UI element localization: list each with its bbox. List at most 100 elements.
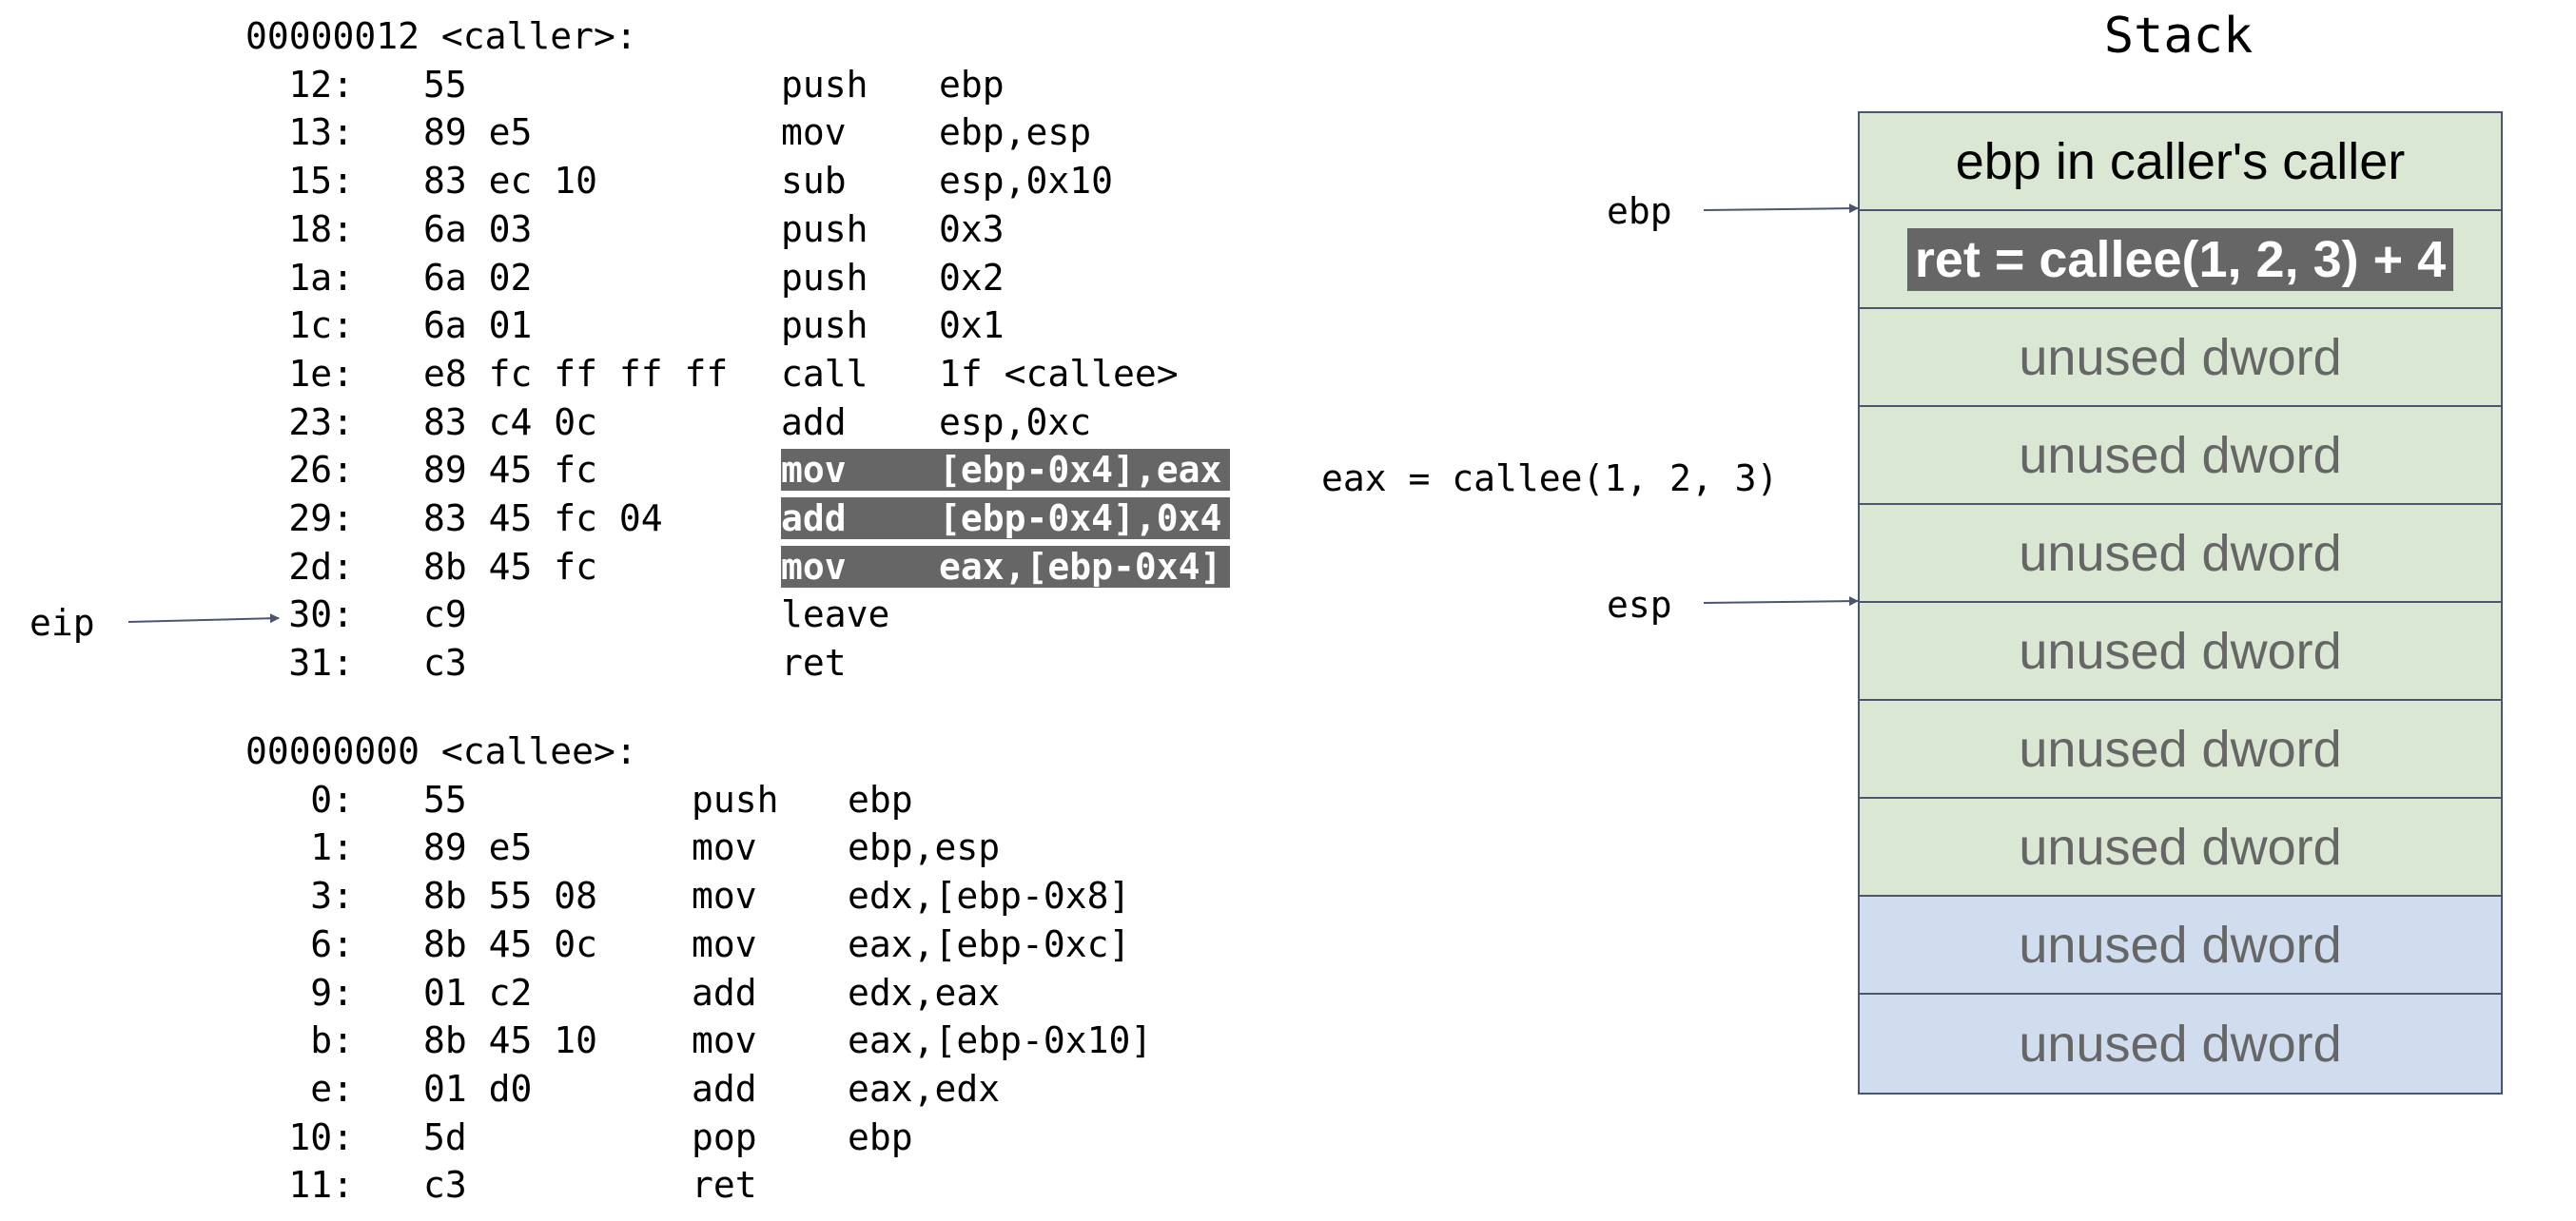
instruction-bytes: 55 — [423, 63, 467, 106]
instruction-address: 10: — [288, 1115, 354, 1158]
instruction-bytes: 6a 02 — [423, 256, 533, 299]
instruction-bytes: 6a 03 — [423, 207, 533, 250]
instruction-bytes: 8b 55 08 — [423, 875, 598, 918]
instruction-operands: ebp — [848, 778, 913, 821]
stack-slot-label: unused dword — [2019, 720, 2342, 778]
instruction-address: 26: — [288, 449, 354, 492]
stack-slot-label: unused dword — [2019, 622, 2342, 680]
stack-slot: unused dword — [1860, 407, 2501, 505]
instruction-operands: eax,[ebp-0xc] — [848, 922, 1131, 965]
instruction-bytes: c3 — [423, 1164, 467, 1207]
function-header: 00000012 <caller>: — [245, 15, 637, 57]
stack-slot: unused dword — [1860, 505, 2501, 603]
instruction-mnemonic: mov — [781, 111, 847, 154]
instruction-mnemonic: push — [781, 63, 868, 106]
instruction-bytes: 5d — [423, 1115, 467, 1158]
instruction-bytes: 01 d0 — [423, 1067, 533, 1110]
instruction-mnemonic: leave — [781, 593, 890, 636]
instruction-mnemonic: add — [692, 1067, 757, 1110]
instruction-mnemonic: mov — [692, 875, 757, 918]
instruction-address: 3: — [310, 875, 354, 918]
instruction-address: 1c: — [288, 304, 354, 347]
instruction-bytes: 83 ec 10 — [423, 160, 598, 203]
stack-slot-label: unused dword — [2019, 1015, 2342, 1073]
instruction-bytes: e8 fc ff ff ff — [423, 352, 729, 395]
instruction-operands: eax,[ebp-0x4] — [939, 545, 1222, 588]
instruction-address: 2d: — [288, 545, 354, 588]
stack-slot: unused dword — [1860, 701, 2501, 799]
ebp-arrow — [1703, 204, 1859, 214]
instruction-operands: 0x1 — [939, 304, 1005, 347]
instruction-address: 23: — [288, 400, 354, 443]
instruction-bytes: 8b 45 10 — [423, 1019, 598, 1062]
instruction-operands: 0x2 — [939, 256, 1005, 299]
instruction-bytes: 01 c2 — [423, 971, 533, 1014]
instruction-operands: esp,0xc — [939, 400, 1092, 443]
instruction-address: e: — [310, 1067, 354, 1110]
instruction-operands: edx,eax — [848, 971, 1001, 1014]
stack-slot-label: unused dword — [2019, 916, 2342, 974]
instruction-mnemonic: add — [781, 400, 847, 443]
instruction-operands: [ebp-0x4],0x4 — [939, 497, 1222, 539]
instruction-mnemonic: ret — [781, 642, 847, 685]
instruction-operands: edx,[ebp-0x8] — [848, 875, 1131, 918]
instruction-operands: ebp — [848, 1115, 913, 1158]
instruction-address: 12: — [288, 63, 354, 106]
stack-slot: ebp in caller's caller — [1860, 113, 2501, 211]
instruction-mnemonic: push — [781, 304, 868, 347]
eax-label: eax = callee(1, 2, 3) — [1321, 457, 1779, 499]
instruction-address: 0: — [310, 778, 354, 821]
instruction-address: 18: — [288, 207, 354, 250]
instruction-mnemonic: push — [781, 256, 868, 299]
instruction-address: 29: — [288, 497, 354, 539]
instruction-operands: 1f <callee> — [939, 352, 1179, 395]
instruction-bytes: 83 45 fc 04 — [423, 497, 663, 539]
eip-arrow — [127, 613, 280, 624]
instruction-bytes: 8b 45 0c — [423, 922, 598, 965]
instruction-mnemonic: push — [781, 207, 868, 250]
instruction-address: b: — [310, 1019, 354, 1062]
stack-slot: unused dword — [1860, 897, 2501, 995]
stack-slot-label: unused dword — [2019, 818, 2342, 876]
instruction-bytes: 89 e5 — [423, 826, 533, 869]
instruction-operands: eax,[ebp-0x10] — [848, 1019, 1153, 1062]
highlight-bar — [781, 449, 1230, 492]
instruction-operands: ebp,esp — [848, 826, 1001, 869]
stack-slot-label: unused dword — [2019, 524, 2342, 582]
instruction-mnemonic: mov — [692, 922, 757, 965]
instruction-address: 9: — [310, 971, 354, 1014]
instruction-operands: esp,0x10 — [939, 160, 1114, 203]
instruction-mnemonic: call — [781, 352, 868, 395]
instruction-bytes: 6a 01 — [423, 304, 533, 347]
instruction-bytes: c3 — [423, 642, 467, 685]
instruction-address: 6: — [310, 922, 354, 965]
stack-slot: unused dword — [1860, 799, 2501, 897]
instruction-address: 1: — [310, 826, 354, 869]
instruction-operands: ebp,esp — [939, 111, 1092, 154]
function-header: 00000000 <callee>: — [245, 730, 637, 772]
instruction-operands: ebp — [939, 63, 1005, 106]
instruction-mnemonic: push — [692, 778, 779, 821]
instruction-mnemonic: add — [692, 971, 757, 1014]
stack-diagram: ebp in caller's caller ret = callee(1, 2,… — [1858, 111, 2503, 1095]
instruction-mnemonic: mov — [692, 826, 757, 869]
instruction-mnemonic: mov — [781, 449, 847, 492]
stack-slot-label: ret = callee(1, 2, 3) + 4 — [1906, 227, 2454, 291]
instruction-mnemonic: sub — [781, 160, 847, 203]
stack-slot-label: unused dword — [2019, 426, 2342, 484]
instruction-address: 13: — [288, 111, 354, 154]
instruction-mnemonic: add — [781, 497, 847, 539]
instruction-address: 15: — [288, 160, 354, 203]
ebp-label: ebp — [1607, 190, 1672, 232]
instruction-mnemonic: ret — [692, 1164, 757, 1207]
instruction-address: 30: — [288, 593, 354, 636]
instruction-address: 31: — [288, 642, 354, 685]
instruction-operands: eax,edx — [848, 1067, 1001, 1110]
stack-slot: ret = callee(1, 2, 3) + 4 — [1860, 211, 2501, 309]
stack-slot-label: ebp in caller's caller — [1955, 132, 2406, 190]
instruction-bytes: 89 e5 — [423, 111, 533, 154]
highlight-bar — [781, 545, 1230, 588]
eip-label: eip — [29, 602, 95, 644]
stack-slot-label: unused dword — [2019, 328, 2342, 386]
